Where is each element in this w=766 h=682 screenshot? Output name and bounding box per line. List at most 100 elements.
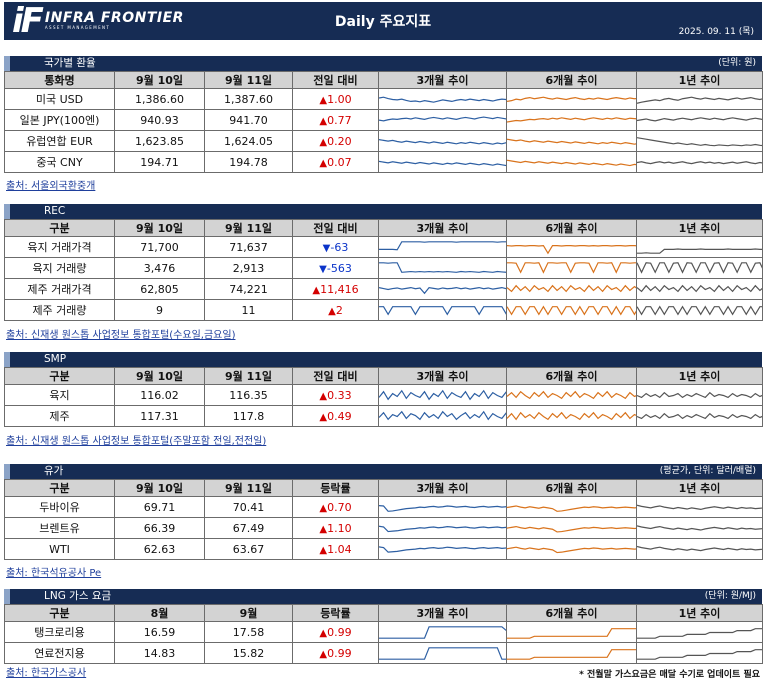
column-header: 구분 (4, 479, 115, 497)
section-header-oil: 유가 (평균가, 단위: 달러/배럴) (4, 464, 762, 479)
trend-line (507, 97, 637, 101)
trend-line (379, 262, 507, 272)
trend-line-chart (637, 540, 763, 559)
column-header: 3개월 추이 (378, 367, 507, 385)
sparkline-1y (636, 88, 763, 110)
trend-line-chart (379, 111, 507, 130)
section-header-fx: 국가별 환율 (단위: 원) (4, 56, 762, 71)
change-amount: 2 (335, 303, 343, 317)
table-header-row: 구분 9월 10일 9월 11일 전일 대비 3개월 추이 6개월 추이 1년 추이 (4, 219, 763, 237)
column-header: 9월 10일 (114, 479, 205, 497)
curr-value: 11 (204, 299, 293, 321)
row-name: 제주 (4, 405, 115, 427)
source-link-lng[interactable]: 출처: 한국가스공사 (6, 668, 87, 679)
trend-line-chart (507, 644, 637, 663)
sparkline-3m (378, 257, 507, 279)
change-amount: 0.33 (327, 388, 352, 402)
table-row: 일본 JPY(100엔) 940.93 941.70 ▲0.77 (4, 109, 763, 131)
trend-line-chart (637, 111, 763, 130)
trend-line-chart (637, 301, 763, 320)
prev-value: 1,623.85 (114, 130, 205, 152)
sparkline-6m (506, 88, 637, 110)
column-header: 등락률 (292, 604, 379, 622)
trend-line (507, 547, 637, 552)
source-link-smp[interactable]: 출처: 신재생 원스톱 사업정보 통합포털(주말포함 전일,전전일) (6, 436, 267, 447)
triangle-up-icon: ▲ (328, 305, 336, 317)
trend-line-chart (507, 153, 637, 172)
curr-value: 1,624.05 (204, 130, 293, 152)
trend-line-chart (379, 519, 507, 538)
column-header: 등락률 (292, 479, 379, 497)
trend-line (637, 546, 763, 550)
section-title: SMP (44, 353, 67, 365)
trend-line (379, 117, 507, 121)
sparkline-1y (636, 517, 763, 539)
table-row: 브렌트유 66.39 67.49 ▲1.10 (4, 517, 763, 539)
company-logo: iF INFRA FRONTIER ASSET MANAGEMENT (12, 4, 184, 38)
row-name: 일본 JPY(100엔) (4, 109, 115, 131)
table-row: 중국 CNY 194.71 194.78 ▲0.07 (4, 151, 763, 173)
sparkline-3m (378, 621, 507, 643)
column-header: 6개월 추이 (506, 71, 637, 89)
trend-line-chart (379, 259, 507, 278)
table-header-row: 구분 9월 10일 9월 11일 등락률 3개월 추이 6개월 추이 1년 추이 (4, 479, 763, 497)
curr-value: 2,913 (204, 257, 293, 279)
column-header: 3개월 추이 (378, 71, 507, 89)
sparkline-3m (378, 151, 507, 173)
table-row: 육지 거래량 3,476 2,913 ▼-563 (4, 257, 763, 279)
column-header: 6개월 추이 (506, 479, 637, 497)
trend-line-chart (379, 644, 507, 663)
trend-line (379, 161, 507, 165)
source-link-rec[interactable]: 출처: 신재생 원스톱 사업정보 통합포털(수요일,금요일) (6, 330, 236, 341)
trend-line (637, 117, 763, 120)
curr-value: 117.8 (204, 405, 293, 427)
prev-value: 116.02 (114, 384, 205, 406)
sparkline-1y (636, 109, 763, 131)
column-header: 구분 (4, 604, 115, 622)
prev-value: 1,386.60 (114, 88, 205, 110)
page-title: Daily 주요지표 (334, 14, 432, 30)
triangle-up-icon: ▲ (319, 411, 328, 423)
curr-value: 17.58 (204, 621, 293, 643)
sparkline-1y (636, 538, 763, 560)
row-name: 탱크로리용 (4, 621, 115, 643)
trend-line (379, 97, 507, 102)
trend-line-chart (379, 90, 507, 109)
triangle-up-icon: ▲ (319, 648, 328, 660)
triangle-up-icon: ▲ (319, 94, 328, 106)
source-link-fx[interactable]: 출처: 서울외국환중개 (6, 181, 96, 192)
change-amount: 1.00 (327, 92, 352, 106)
trend-line (637, 161, 763, 163)
column-header: 9월 11일 (204, 219, 293, 237)
change-value: ▼-63 (292, 236, 379, 258)
row-name: 유럽연합 EUR (4, 130, 115, 152)
trend-line (379, 526, 507, 531)
triangle-down-icon: ▼ (319, 263, 327, 275)
change-amount: -63 (330, 240, 349, 254)
column-header: 전일 대비 (292, 367, 379, 385)
sparkline-3m (378, 538, 507, 560)
change-amount: 0.99 (327, 625, 352, 639)
trend-line (379, 287, 507, 293)
trend-line (379, 139, 507, 144)
prev-value: 69.71 (114, 496, 205, 518)
trend-line (637, 505, 763, 509)
change-value: ▲11,416 (292, 278, 379, 300)
source-link-oil[interactable]: 출처: 한국석유공사 Pe (6, 568, 102, 579)
column-header: 9월 11일 (204, 71, 293, 89)
table-row: 두바이유 69.71 70.41 ▲0.70 (4, 496, 763, 518)
sparkline-3m (378, 130, 507, 152)
column-header: 6개월 추이 (506, 604, 637, 622)
curr-value: 63.67 (204, 538, 293, 560)
trend-line (637, 97, 763, 103)
prev-value: 117.31 (114, 405, 205, 427)
table-row: 제주 117.31 117.8 ▲0.49 (4, 405, 763, 427)
sparkline-1y (636, 130, 763, 152)
trend-line (379, 390, 507, 399)
trend-line (507, 649, 637, 659)
triangle-up-icon: ▲ (312, 284, 321, 296)
trend-line (507, 505, 637, 510)
trend-line (637, 413, 763, 418)
triangle-up-icon: ▲ (319, 502, 328, 514)
prev-value: 66.39 (114, 517, 205, 539)
